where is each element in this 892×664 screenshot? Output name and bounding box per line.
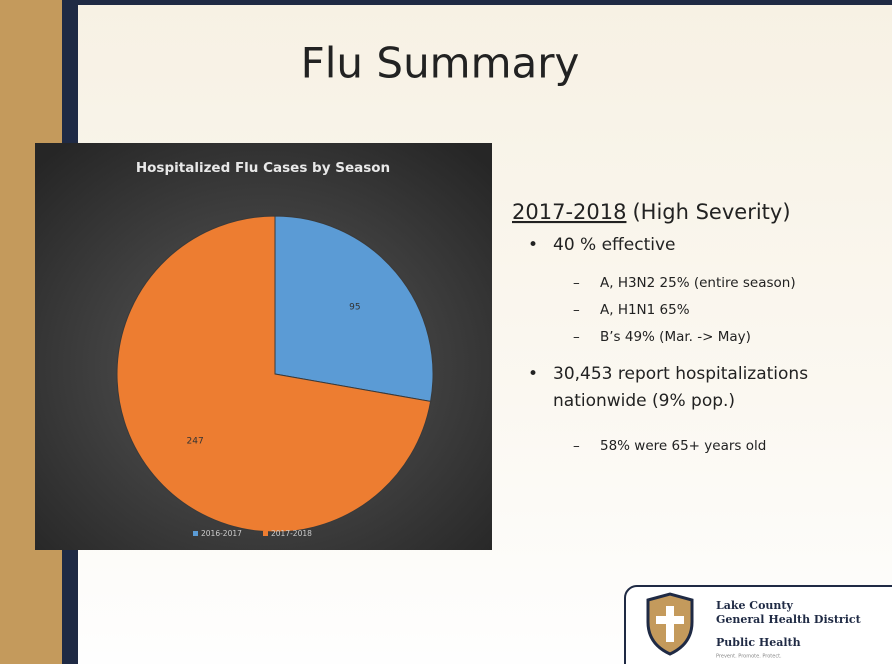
sub-bullet: 58% were 65+ years old (573, 438, 766, 454)
logo-cross (656, 606, 684, 642)
logo-tagline: Prevent. Promote. Protect. (716, 654, 782, 660)
heading: 2017-2018 (High Severity) (512, 200, 791, 224)
bullet: 40 % effective (528, 232, 883, 259)
pie-slice (116, 215, 432, 533)
legend-label: 2016-2017 (201, 529, 242, 538)
top-border (0, 0, 892, 5)
chart-title: Hospitalized Flu Cases by Season (136, 160, 390, 176)
legend-label: 2017-2018 (271, 529, 312, 538)
sub-bullet: B’s 49% (Mar. -> May) (573, 329, 751, 345)
data-label: 95 (349, 302, 360, 312)
logo-line1: Lake County (716, 599, 793, 612)
pie-slice (274, 215, 434, 403)
slide-title: Flu Summary (301, 39, 580, 88)
heading-period: 2017-2018 (512, 200, 626, 224)
legend-swatch (263, 531, 268, 536)
logo-line3: Public Health (716, 636, 801, 649)
legend-swatch (193, 531, 198, 536)
logo-line2: General Health District (716, 613, 862, 626)
bullet: 30,453 report hospitalizations nationwid… (528, 361, 853, 415)
heading-severity: (High Severity) (632, 200, 790, 224)
data-label: 247 (187, 437, 204, 447)
sub-bullet: A, H3N2 25% (entire season) (573, 275, 796, 291)
sub-bullet: A, H1N1 65% (573, 302, 689, 318)
